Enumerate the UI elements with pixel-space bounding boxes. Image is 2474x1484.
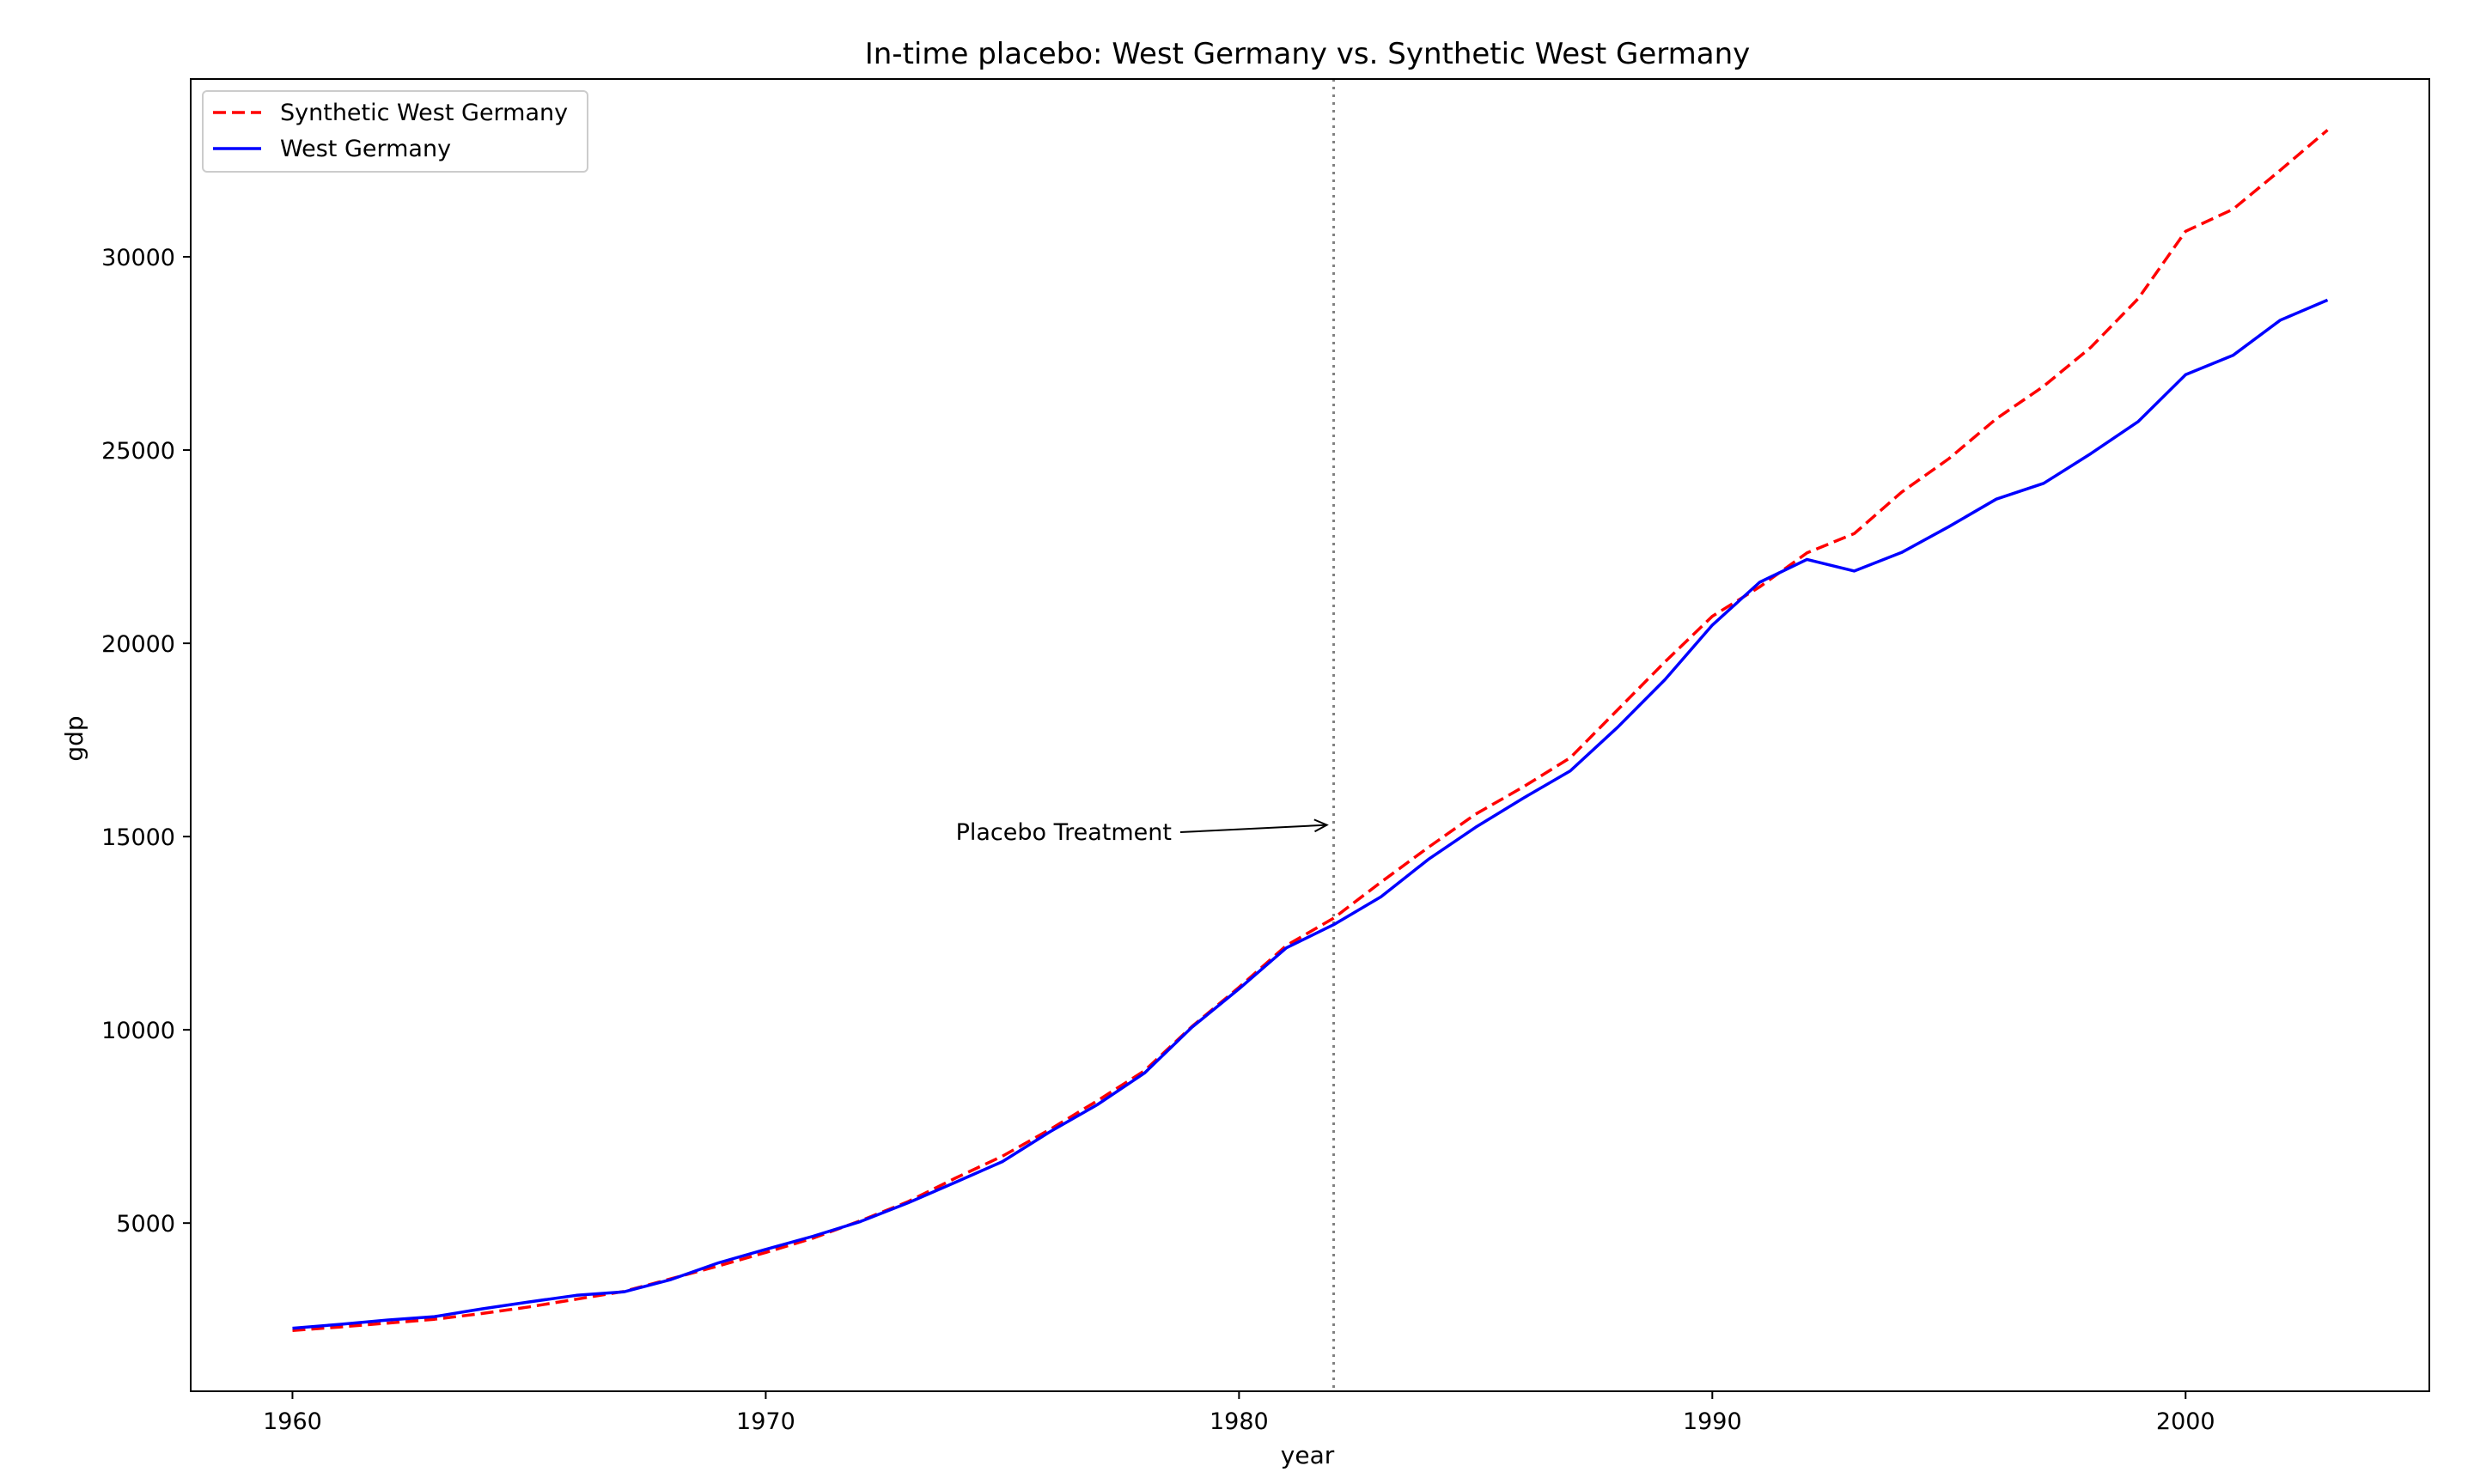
y-tick: 15000 [101,824,191,851]
annotation-placebo-treatment: Placebo Treatment [956,818,1329,846]
x-tick-label: 1960 [263,1408,322,1435]
y-tick-label: 30000 [101,245,175,271]
annotation-arrow-head [1313,818,1329,833]
legend-box [202,90,588,173]
y-axis-label: gdp [60,715,88,761]
x-tick-label: 1980 [1210,1408,1269,1435]
series-line-west-germany [292,298,2329,1330]
chart-title: In-time placebo: West Germany vs. Synthe… [865,37,1751,71]
y-tick: 20000 [101,631,191,658]
legend-item-synthetic-west-germany[interactable]: Synthetic West Germany [213,100,568,126]
y-axis: 5000 10000 15000 20000 25000 30000 [101,245,191,1238]
legend-label: Synthetic West Germany [280,100,568,126]
y-tick-label: 5000 [116,1211,175,1238]
x-tick: 1980 [1210,1391,1269,1435]
x-axis-label: year [1281,1441,1335,1469]
y-tick-label: 15000 [101,824,175,851]
annotation-arrow [1179,824,1327,833]
plot-frame [190,78,2430,1392]
x-axis: 1960 1970 1980 1990 2000 [263,1391,2215,1435]
x-tick: 2000 [2156,1391,2215,1435]
legend[interactable]: Synthetic West Germany West Germany [202,90,588,173]
y-tick: 25000 [101,438,191,465]
x-tick-label: 1970 [736,1408,795,1435]
legend-label: West Germany [280,136,451,162]
x-tick: 1970 [736,1391,795,1435]
y-tick-label: 25000 [101,438,175,465]
y-tick-label: 20000 [101,631,175,658]
legend-item-west-germany[interactable]: West Germany [213,136,451,162]
y-tick: 10000 [101,1018,191,1044]
x-tick: 1960 [263,1391,322,1435]
y-tick: 30000 [101,245,191,271]
x-tick-label: 1990 [1683,1408,1742,1435]
annotation-label: Placebo Treatment [956,819,1172,846]
x-tick: 1990 [1683,1391,1742,1435]
y-tick: 5000 [116,1211,191,1238]
y-tick-label: 10000 [101,1018,175,1044]
x-tick-label: 2000 [2156,1408,2215,1435]
